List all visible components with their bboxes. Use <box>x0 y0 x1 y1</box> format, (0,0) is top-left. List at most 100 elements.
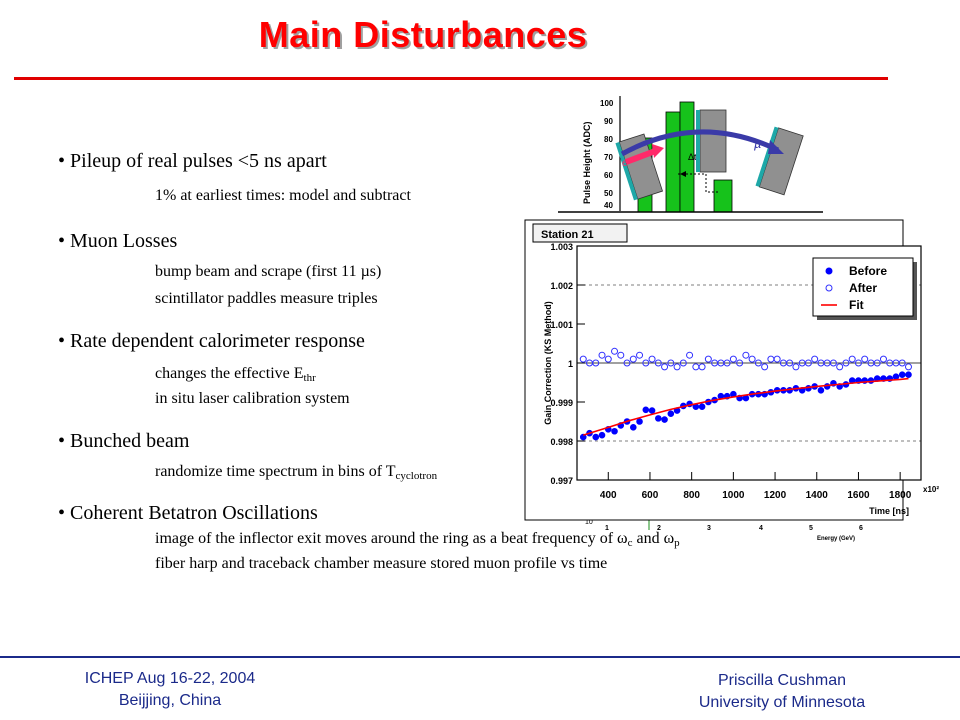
before-point <box>905 371 912 378</box>
after-point <box>661 363 669 371</box>
before-point <box>648 407 656 414</box>
before-point <box>698 403 706 410</box>
bullet-subitem: 1% at earliest times: model and subtract <box>155 187 411 204</box>
bullet-subitem: in situ laser calibration system <box>155 390 350 407</box>
footer-affiliation: University of Minnesota <box>698 694 866 711</box>
after-point <box>898 359 906 367</box>
y-axis-label: Gain Correction (KS Method) <box>543 301 553 425</box>
after-point <box>748 355 756 363</box>
after-point <box>698 363 706 371</box>
before-point <box>629 424 637 431</box>
x-multiplier: x10² <box>923 485 939 494</box>
before-point <box>598 431 606 439</box>
after-point <box>804 359 812 367</box>
xtick-label: 1400 <box>806 490 829 501</box>
bullet-item: • Muon Losses <box>58 230 178 252</box>
before-point <box>892 373 900 380</box>
bullet-subitem: changes the effective Ethr <box>155 365 316 384</box>
after-point <box>842 359 850 367</box>
ytick-label: 0.999 <box>550 398 573 408</box>
after-point <box>592 359 600 367</box>
bullet-text: Rate dependent calorimeter response <box>70 330 365 352</box>
bullet-text: Pileup of real pulses <5 ns apart <box>70 150 327 172</box>
after-point <box>873 359 881 367</box>
before-point <box>592 433 600 441</box>
xtick-label: 800 <box>683 490 700 501</box>
after-point <box>754 359 762 367</box>
before-point <box>642 406 650 414</box>
delta-t-label: Δt <box>688 152 697 162</box>
after-point <box>742 351 750 359</box>
ytick-label: 70 <box>604 153 613 162</box>
after-point <box>786 359 794 367</box>
after-point <box>761 363 769 371</box>
after-point <box>617 351 625 359</box>
energy-exponent: 10 <box>585 519 593 526</box>
bullet-subitem: image of the inflector exit moves around… <box>155 530 680 549</box>
after-point <box>792 363 800 371</box>
bullet-subitem: fiber harp and traceback chamber measure… <box>155 555 608 572</box>
pulse-height-yticks: 100 90 80 70 60 50 40 <box>600 99 614 210</box>
footer-rule <box>0 656 960 658</box>
after-point <box>642 359 650 367</box>
bullet-text: Bunched beam <box>70 430 190 452</box>
after-point <box>773 355 781 363</box>
pulse-bar <box>665 111 681 213</box>
after-point <box>879 355 887 363</box>
ytick-label: 0.998 <box>550 437 573 447</box>
title-underline <box>14 77 888 80</box>
ytick-label: 100 <box>600 99 614 108</box>
before-point <box>661 416 668 423</box>
after-point <box>729 355 737 363</box>
x-axis-label: Time [ns] <box>869 506 909 516</box>
detector-middle <box>699 109 727 173</box>
after-point <box>629 355 637 363</box>
after-point <box>623 359 631 367</box>
before-point <box>898 371 906 378</box>
before-point <box>636 418 643 425</box>
bullet-text: Coherent Betatron Oscillations <box>70 502 318 524</box>
after-point <box>848 355 856 363</box>
after-point <box>679 359 687 367</box>
bullet-subitem: scintillator paddles measure triples <box>155 290 378 307</box>
ytick-label: 1.001 <box>550 320 573 330</box>
ytick-label: 90 <box>604 117 613 126</box>
legend-label: Fit <box>849 298 864 312</box>
before-point <box>655 415 662 422</box>
energy-tick: 5 <box>809 525 813 532</box>
xtick-label: 1600 <box>847 490 870 501</box>
after-point <box>736 359 744 367</box>
after-point <box>854 359 862 367</box>
ytick-label: 1.003 <box>550 242 573 252</box>
bullet-item: • Rate dependent calorimeter response <box>58 330 365 352</box>
pulse-height-ylabel: Pulse Height (ADC) <box>582 121 592 204</box>
ytick-label: 1 <box>568 359 573 369</box>
ytick-label: 60 <box>604 171 613 180</box>
energy-tick: 1 <box>605 525 609 532</box>
before-point <box>667 410 675 417</box>
detector-right <box>755 126 804 196</box>
after-point <box>648 355 656 363</box>
electron-label: e <box>622 158 628 169</box>
after-point <box>673 363 681 371</box>
xtick-label: 400 <box>600 490 617 501</box>
footer-location: Beijjing, China <box>118 692 222 709</box>
legend-label: After <box>849 281 877 295</box>
chart-title-box <box>532 223 628 243</box>
energy-tick: 3 <box>707 525 711 532</box>
legend-swatch <box>825 284 833 292</box>
before-point <box>611 427 618 435</box>
pileup-figure: 100 90 80 70 60 50 40 Pulse Height (ADC)… <box>558 92 823 213</box>
after-point <box>579 355 587 363</box>
delta-t-marker <box>678 173 718 193</box>
after-point <box>704 355 712 363</box>
after-point <box>836 363 844 371</box>
page-title: Main Disturbances <box>258 14 588 55</box>
xtick-label: 1000 <box>722 490 745 501</box>
after-point <box>686 351 694 359</box>
before-point <box>867 377 875 384</box>
footer-conference: ICHEP Aug 16-22, 2004 <box>84 670 256 687</box>
energy-tick: 6 <box>859 525 863 532</box>
xtick-label: 1200 <box>764 490 787 501</box>
after-point <box>904 363 912 371</box>
